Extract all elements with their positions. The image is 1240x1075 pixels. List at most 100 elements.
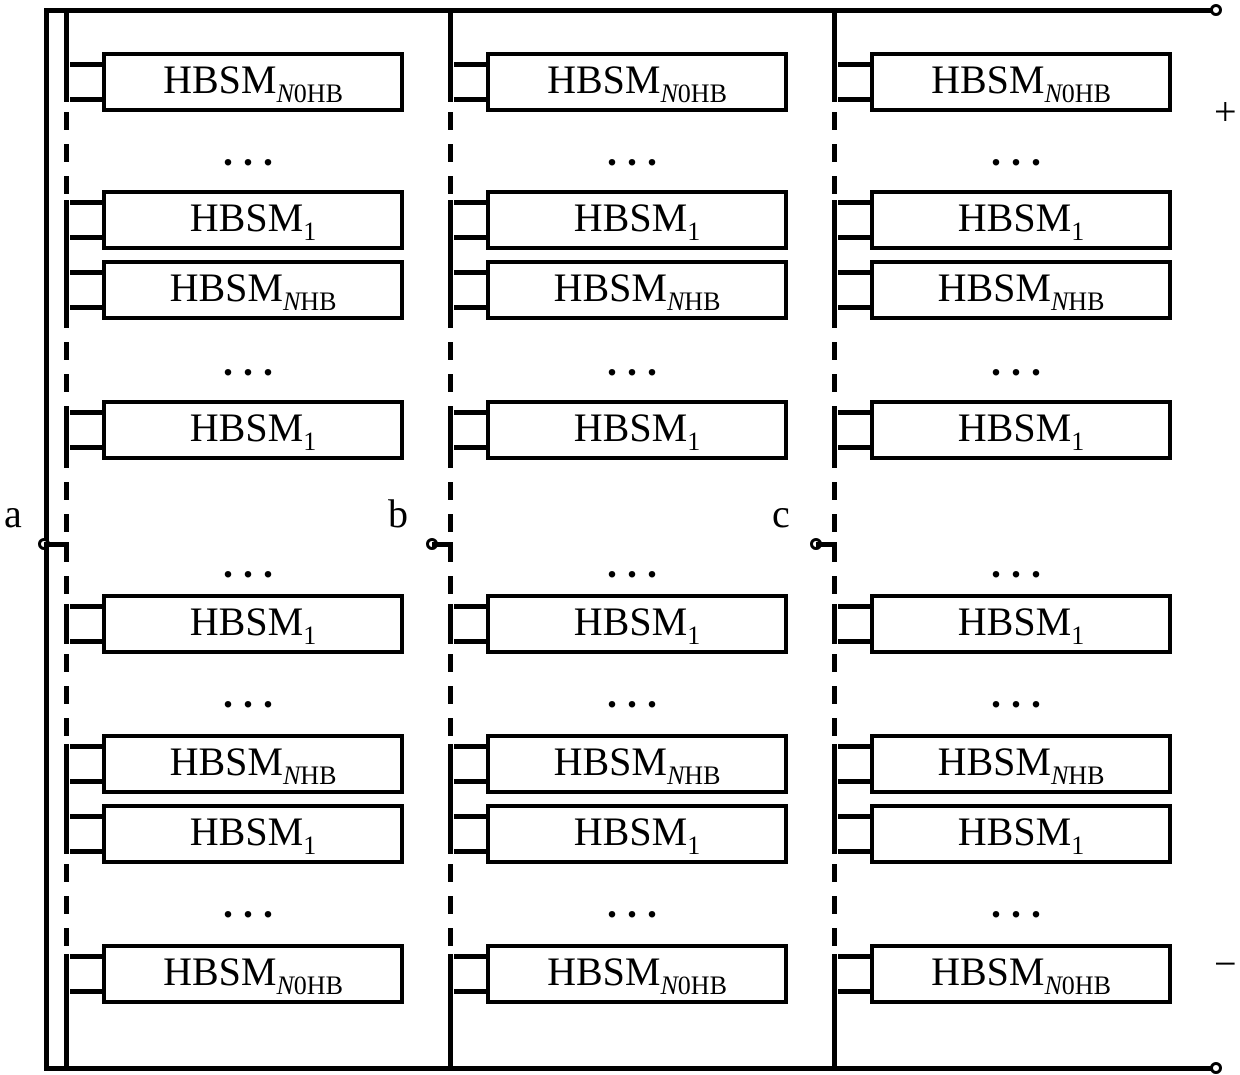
wire [832, 514, 837, 532]
wire [64, 62, 69, 102]
wire [64, 514, 69, 532]
wire [70, 814, 102, 819]
wire [832, 235, 837, 275]
wire [70, 639, 102, 644]
wire [448, 450, 453, 468]
hbsm-label: HBSMN0HB [163, 948, 343, 1001]
wire [454, 410, 486, 415]
hbsm-label: HBSM1 [574, 404, 700, 457]
wire [64, 310, 69, 328]
hbsm-label: HBSMN0HB [547, 56, 727, 109]
wire [448, 779, 453, 819]
wire [70, 270, 102, 275]
wire [454, 779, 486, 784]
wire [832, 686, 837, 704]
hbsm-label: HBSM1 [574, 194, 700, 247]
ellipsis-a-2: . . . [223, 540, 273, 587]
wire [838, 639, 870, 644]
ellipsis-c-4: . . . [991, 880, 1041, 927]
wire [832, 482, 837, 500]
wire [448, 604, 453, 644]
ellipsis-b-3: . . . [607, 670, 657, 717]
hbsm-module-b-r3: HBSMNHB [486, 260, 788, 320]
hbsm-module-c-r6: HBSMNHB [870, 734, 1172, 794]
wire [448, 62, 453, 102]
wire [454, 989, 486, 994]
wire [454, 305, 486, 310]
hbsm-label: HBSMNHB [554, 738, 721, 791]
hbsm-label: HBSM1 [190, 808, 316, 861]
hbsm-module-a-r5: HBSM1 [102, 594, 404, 654]
mmc-diagram: +−aHBSMN0HBHBSM1HBSMNHBHBSM1HBSM1HBSMNHB… [0, 0, 1240, 1075]
wire [832, 544, 837, 562]
wire [448, 8, 453, 65]
wire [64, 928, 69, 946]
ellipsis-a-3: . . . [223, 670, 273, 717]
hbsm-module-c-r7: HBSM1 [870, 804, 1172, 864]
wire [454, 445, 486, 450]
hbsm-label: HBSMNHB [938, 738, 1105, 791]
wire [838, 814, 870, 819]
wire [448, 342, 453, 360]
hbsm-label: HBSMNHB [170, 264, 337, 317]
wire [454, 604, 486, 609]
wire [448, 744, 453, 784]
wire [64, 176, 69, 194]
wire [64, 779, 69, 819]
hbsm-module-a-r1: HBSMN0HB [102, 52, 404, 112]
wire [448, 864, 453, 882]
wire [64, 270, 69, 310]
wire [448, 576, 453, 594]
wire [70, 744, 102, 749]
hbsm-label: HBSM1 [574, 598, 700, 651]
hbsm-label: HBSMNHB [170, 738, 337, 791]
ellipsis-a-0: . . . [223, 128, 273, 175]
wire [838, 97, 870, 102]
wire [454, 814, 486, 819]
hbsm-label: HBSM1 [190, 598, 316, 651]
hbsm-module-b-r6: HBSMNHB [486, 734, 788, 794]
dc-bus-positive [44, 8, 1216, 13]
hbsm-module-a-r3: HBSMNHB [102, 260, 404, 320]
wire [448, 406, 453, 410]
hbsm-module-b-r1: HBSMN0HB [486, 52, 788, 112]
wire [64, 144, 69, 162]
dc-negative-label: − [1214, 940, 1237, 987]
wire [448, 654, 453, 672]
hbsm-module-b-r2: HBSM1 [486, 190, 788, 250]
wire [832, 270, 837, 310]
wire [448, 814, 453, 854]
wire [448, 544, 453, 562]
wire [832, 718, 837, 736]
wire [454, 849, 486, 854]
ellipsis-a-4: . . . [223, 880, 273, 927]
dc-positive-terminal [1210, 4, 1222, 16]
wire [832, 989, 837, 1071]
wire [454, 639, 486, 644]
wire [64, 654, 69, 672]
hbsm-label: HBSM1 [958, 194, 1084, 247]
wire [832, 864, 837, 882]
hbsm-label: HBSMN0HB [163, 56, 343, 109]
wire [832, 310, 837, 328]
wire [454, 235, 486, 240]
wire [838, 235, 870, 240]
wire [64, 8, 69, 65]
hbsm-module-a-r6: HBSMNHB [102, 734, 404, 794]
hbsm-module-c-r1: HBSMN0HB [870, 52, 1172, 112]
wire [832, 779, 837, 819]
wire [64, 718, 69, 736]
wire [64, 482, 69, 500]
ellipsis-c-2: . . . [991, 540, 1041, 587]
wire [832, 604, 837, 644]
wire [838, 62, 870, 67]
wire [64, 112, 69, 130]
hbsm-label: HBSM1 [958, 808, 1084, 861]
wire [832, 406, 837, 410]
wire [70, 989, 102, 994]
wire [832, 814, 837, 854]
hbsm-label: HBSM1 [958, 404, 1084, 457]
wire [832, 144, 837, 162]
wire [448, 374, 453, 392]
wire [448, 200, 453, 240]
